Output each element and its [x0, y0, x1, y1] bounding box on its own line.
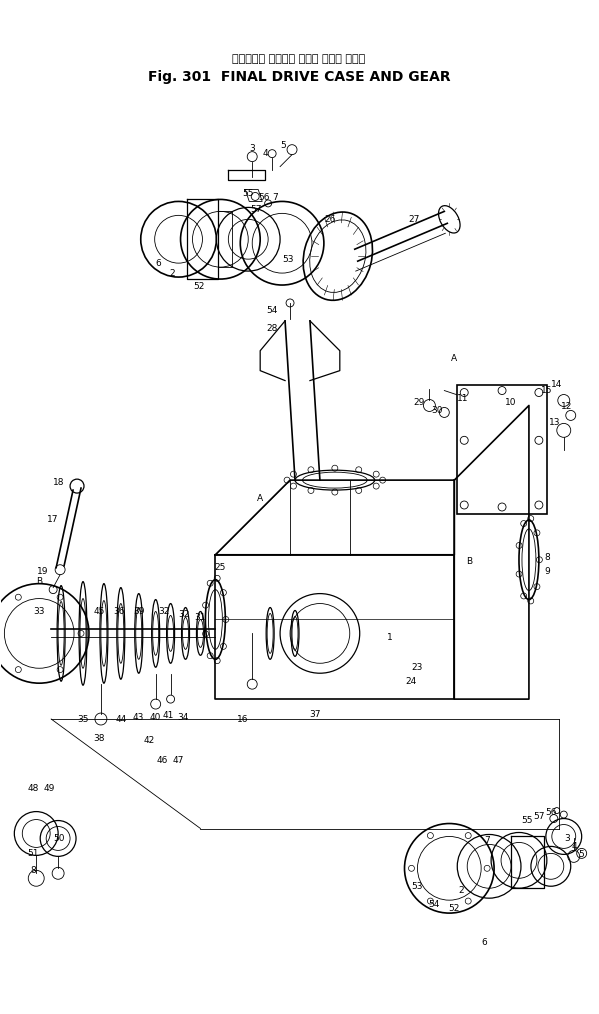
Text: A: A: [451, 354, 458, 363]
Text: 52: 52: [449, 903, 460, 913]
Text: B: B: [466, 558, 472, 566]
Text: 14: 14: [551, 380, 562, 389]
Text: 36: 36: [113, 607, 125, 617]
Text: 13: 13: [549, 418, 561, 427]
Text: 47: 47: [173, 756, 184, 766]
Text: 57: 57: [533, 812, 544, 821]
Text: 4: 4: [572, 842, 577, 851]
Text: 8: 8: [544, 554, 550, 563]
Text: 8: 8: [31, 866, 36, 875]
Text: 5: 5: [280, 141, 286, 150]
Text: 29: 29: [414, 397, 425, 407]
Text: 53: 53: [412, 882, 423, 890]
Text: 41: 41: [163, 711, 174, 720]
Text: 15: 15: [541, 386, 553, 395]
Text: 11: 11: [456, 394, 468, 403]
Text: 2: 2: [458, 885, 464, 894]
Text: 32: 32: [158, 607, 170, 617]
Text: 56: 56: [545, 808, 556, 817]
Text: 43: 43: [133, 713, 144, 722]
Text: 18: 18: [53, 478, 65, 487]
Text: 44: 44: [115, 715, 126, 724]
Text: 12: 12: [561, 402, 573, 411]
Text: 55: 55: [521, 816, 533, 825]
Text: 53: 53: [282, 255, 294, 264]
Text: 24: 24: [406, 676, 417, 685]
Text: 10: 10: [506, 397, 517, 407]
Text: 19: 19: [38, 567, 49, 576]
Text: 3: 3: [249, 144, 255, 153]
Text: 6: 6: [156, 259, 162, 268]
Text: 26: 26: [324, 215, 335, 224]
Text: 37: 37: [309, 710, 320, 719]
Text: 50: 50: [53, 834, 65, 843]
Text: 25: 25: [214, 563, 226, 572]
Text: 5: 5: [578, 850, 583, 859]
Text: 54: 54: [429, 899, 440, 909]
Text: 23: 23: [412, 663, 423, 671]
Text: Fig. 301  FINAL DRIVE CASE AND GEAR: Fig. 301 FINAL DRIVE CASE AND GEAR: [148, 70, 450, 84]
Text: 7: 7: [272, 193, 278, 202]
Text: 55: 55: [243, 189, 254, 198]
Text: 57: 57: [250, 205, 262, 214]
Text: 42: 42: [143, 736, 155, 745]
Text: 9: 9: [544, 567, 550, 576]
Text: ファイナル ドライブ ケース および ギヤー: ファイナル ドライブ ケース および ギヤー: [232, 54, 365, 64]
Text: 28: 28: [267, 324, 278, 334]
Text: 31: 31: [195, 613, 206, 622]
Text: 17: 17: [47, 515, 59, 524]
Text: 7: 7: [484, 836, 490, 845]
Text: 27: 27: [409, 215, 420, 224]
Text: 38: 38: [93, 734, 105, 743]
Text: 6: 6: [481, 939, 487, 947]
Text: 39: 39: [133, 607, 144, 617]
Text: 2: 2: [170, 269, 176, 278]
Text: 46: 46: [157, 756, 168, 766]
Text: B: B: [36, 577, 43, 586]
Text: 34: 34: [177, 713, 188, 722]
Text: 35: 35: [77, 715, 89, 724]
Text: 51: 51: [28, 849, 39, 858]
Text: 16: 16: [237, 715, 248, 724]
Text: 52: 52: [193, 282, 204, 291]
Text: 4: 4: [262, 149, 268, 158]
Text: 48: 48: [28, 784, 39, 793]
Text: 54: 54: [267, 306, 278, 315]
Text: 1: 1: [387, 633, 392, 642]
Bar: [457, 384, 547, 514]
Text: 56: 56: [258, 193, 270, 202]
Text: 45: 45: [93, 607, 105, 617]
Text: 3: 3: [564, 834, 570, 843]
Text: A: A: [257, 494, 263, 503]
Text: 33: 33: [34, 607, 45, 617]
Text: 40: 40: [150, 713, 161, 722]
Text: 30: 30: [432, 406, 443, 415]
Text: 32: 32: [178, 610, 189, 619]
Text: 49: 49: [44, 784, 55, 793]
